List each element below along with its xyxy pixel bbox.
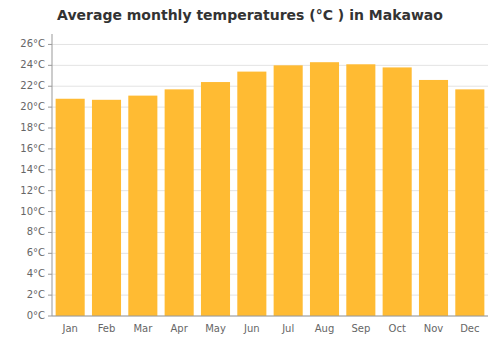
title: Average monthly temperatures (°C ) in Ma… [57,7,443,23]
y-tick-label: 14°C [20,164,45,175]
y-tick-label: 2°C [27,289,45,300]
y-tick [48,316,52,317]
bar [274,65,303,316]
y-tick [48,107,52,108]
y-tick-label: 24°C [20,59,45,70]
y-tick-label: 6°C [27,247,45,258]
x-axis-line [52,316,488,317]
x-tick-label: Jul [281,323,294,334]
x-tick-label: Aug [315,323,335,334]
y-tick-label: 8°C [27,226,45,237]
y-grid [52,44,488,316]
bar [201,82,230,316]
x-tick-label: Dec [460,323,479,334]
x-ticks: Jan Feb Mar Apr May Jun Jul Aug Sep Oct Nov Dec [61,323,479,334]
x-tick-label: Mar [133,323,153,334]
y-tick-label: 4°C [27,268,45,279]
y-tick [48,148,52,149]
grid-line [52,65,488,66]
x-tick-label: Feb [98,323,116,334]
bar [237,72,266,316]
bar [128,96,157,316]
y-tick [48,211,52,212]
y-tick-label: 18°C [20,122,45,133]
grid-line [52,316,488,317]
bar [92,100,121,316]
y-tick [48,253,52,254]
y-tick-label: 20°C [20,101,45,112]
x-tick-label: Nov [424,323,444,334]
y-tick-label: 26°C [20,38,45,49]
y-tick [48,44,52,45]
y-tick [48,169,52,170]
x-tick-label: May [205,323,226,334]
y-tick-label: 16°C [20,143,45,154]
x-tick-label: Jun [243,323,260,334]
y-tick [48,128,52,129]
y-ticks: 0°C 2°C 4°C 6°C 8°C 10°C 12°C 14°C 16°C 18°C 20°C 2… [20,38,52,321]
y-tick [48,190,52,191]
bar [165,89,194,316]
grid-line [52,44,488,45]
bar [455,89,484,316]
background [0,0,500,350]
bars [56,62,485,316]
y-tick-label: 0°C [27,310,45,321]
bar [419,80,448,316]
y-tick [48,232,52,233]
x-tick-label: Apr [171,323,189,334]
y-tick [48,86,52,87]
bar [383,67,412,316]
y-tick [48,274,52,275]
x-tick-label: Sep [351,323,370,334]
bar [310,62,339,316]
y-tick [48,65,52,66]
y-tick-label: 10°C [20,206,45,217]
x-tick-label: Oct [389,323,406,334]
y-tick-label: 12°C [20,185,45,196]
y-tick-label: 22°C [20,80,45,91]
x-tick-label: Jan [61,323,77,334]
bar [346,64,375,316]
y-axis-line [52,34,53,316]
chart: 0°C 2°C 4°C 6°C 8°C 10°C 12°C 14°C 16°C 18°C 20°C 2… [0,0,500,350]
bar [56,99,85,316]
y-tick [48,295,52,296]
